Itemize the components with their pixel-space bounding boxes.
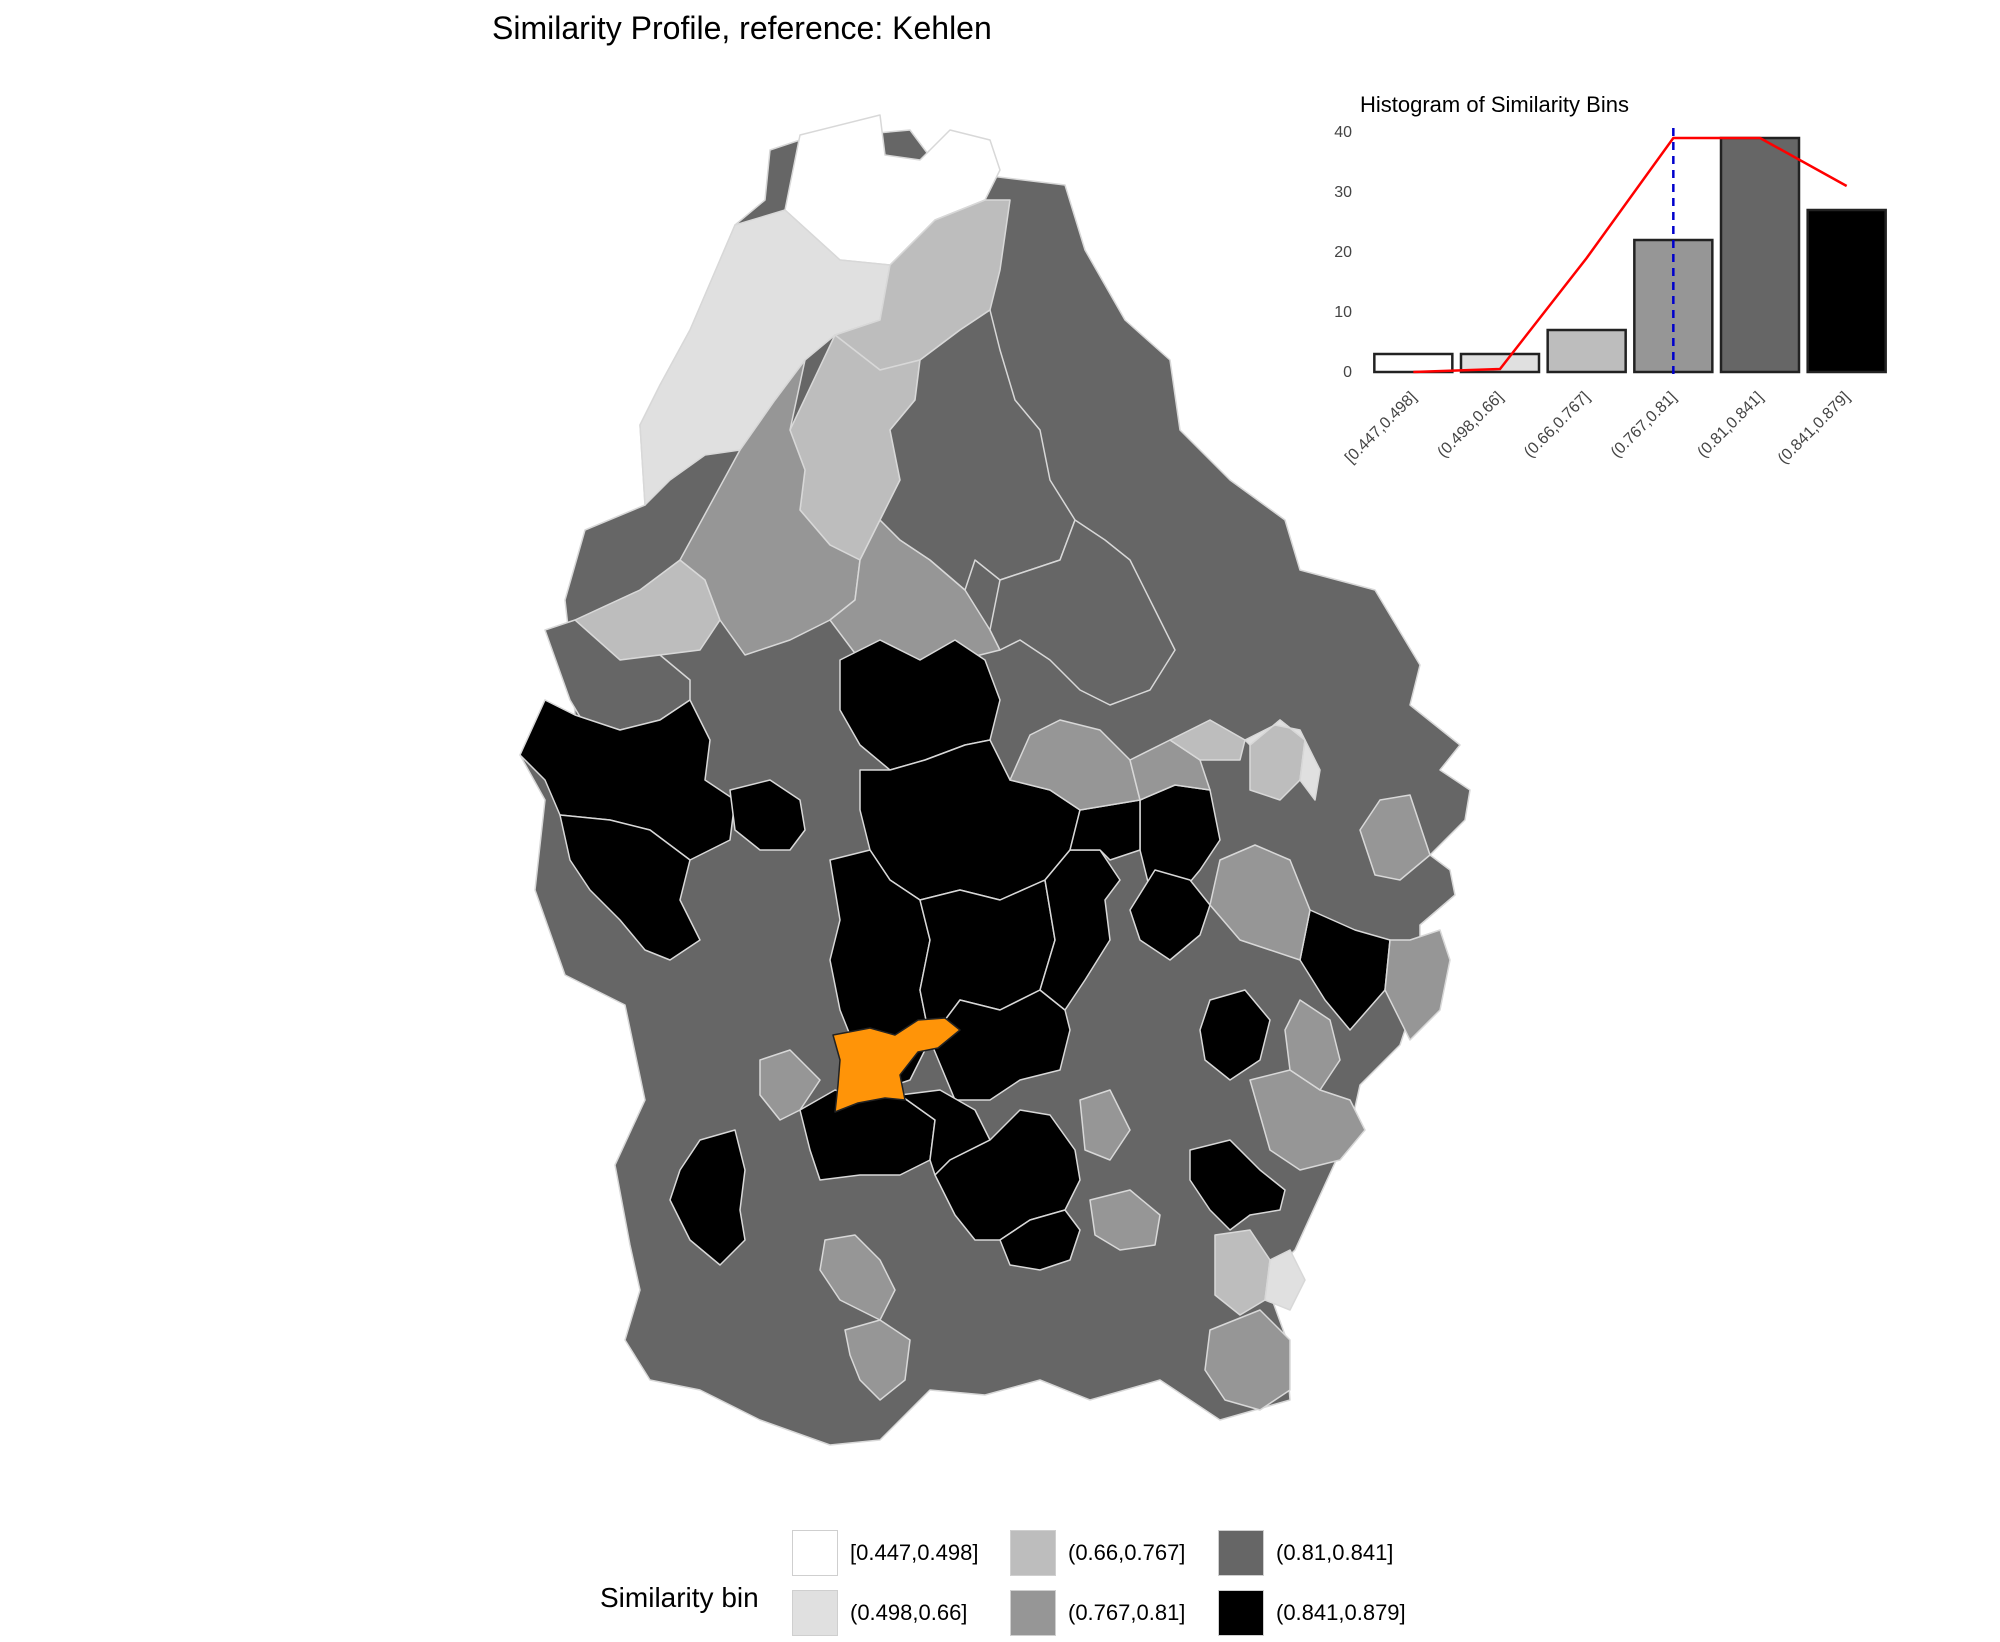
legend-title: Similarity bin (600, 1582, 759, 1613)
region (1359, 794, 1431, 881)
legend-label: (0.767,0.81] (1068, 1600, 1186, 1625)
legend-key (792, 1590, 838, 1636)
legend-label: (0.498,0.66] (850, 1600, 968, 1625)
y-tick-label: 10 (1334, 304, 1352, 321)
region (819, 1234, 896, 1321)
reference-region-kehlen (832, 1017, 961, 1113)
histogram-inset: Histogram of Similarity Bins 0 10 20 30 40 [… (1334, 92, 1887, 468)
legend-key (1010, 1530, 1056, 1576)
legend-key (1010, 1590, 1056, 1636)
x-tick-label: (0.498,0.66] (1434, 389, 1506, 461)
x-tick-label: (0.841,0.879] (1775, 389, 1854, 468)
region (1244, 719, 1321, 801)
region (669, 1129, 746, 1266)
legend-key (792, 1530, 838, 1576)
region (989, 519, 1176, 706)
region (844, 1319, 911, 1401)
region (999, 1209, 1081, 1271)
legend-label: [0.447,0.498] (850, 1540, 979, 1565)
region (559, 814, 701, 961)
region (1189, 1139, 1286, 1231)
region (1129, 869, 1211, 961)
legend-label: (0.66,0.767] (1068, 1540, 1186, 1565)
region (1204, 1309, 1291, 1411)
legend-label: (0.841,0.879] (1276, 1600, 1406, 1625)
y-tick-label: 30 (1334, 184, 1352, 201)
region (1384, 929, 1451, 1041)
histogram-bar (1719, 136, 1801, 374)
x-tick-label: (0.81,0.841] (1694, 389, 1766, 461)
density-line (1413, 136, 1848, 374)
region (1284, 999, 1341, 1091)
region (1264, 1249, 1306, 1311)
histogram-bar (1806, 208, 1887, 374)
region (1299, 909, 1391, 1031)
region (519, 699, 736, 861)
histogram-bar (1546, 328, 1627, 374)
x-tick-label: (0.767,0.81] (1608, 389, 1680, 461)
page-title: Similarity Profile, reference: Kehlen (492, 10, 992, 46)
region (1209, 844, 1311, 961)
legend: Similarity bin [0.447,0.498] (0.498,0.66… (600, 1530, 1500, 1642)
region (1089, 1189, 1161, 1251)
legend-key (1218, 1590, 1264, 1636)
y-tick-label: 20 (1334, 244, 1352, 261)
region (934, 1109, 1081, 1241)
histogram-title: Histogram of Similarity Bins (1360, 92, 1629, 117)
legend-label: (0.81,0.841] (1276, 1540, 1394, 1565)
histogram-bar (1373, 352, 1454, 374)
region (879, 309, 1076, 591)
region (1199, 989, 1271, 1081)
region (729, 779, 806, 851)
region (1169, 719, 1246, 761)
legend-key (1218, 1530, 1264, 1576)
region (1079, 1089, 1131, 1161)
region (759, 1049, 821, 1121)
x-tick-label: (0.66,0.767] (1521, 389, 1593, 461)
histogram-bar (1459, 352, 1541, 374)
region (929, 989, 1071, 1101)
x-tick-label: [0.447,0.498] (1342, 389, 1420, 467)
y-tick-label: 40 (1334, 124, 1352, 141)
y-tick-label: 0 (1343, 364, 1352, 381)
